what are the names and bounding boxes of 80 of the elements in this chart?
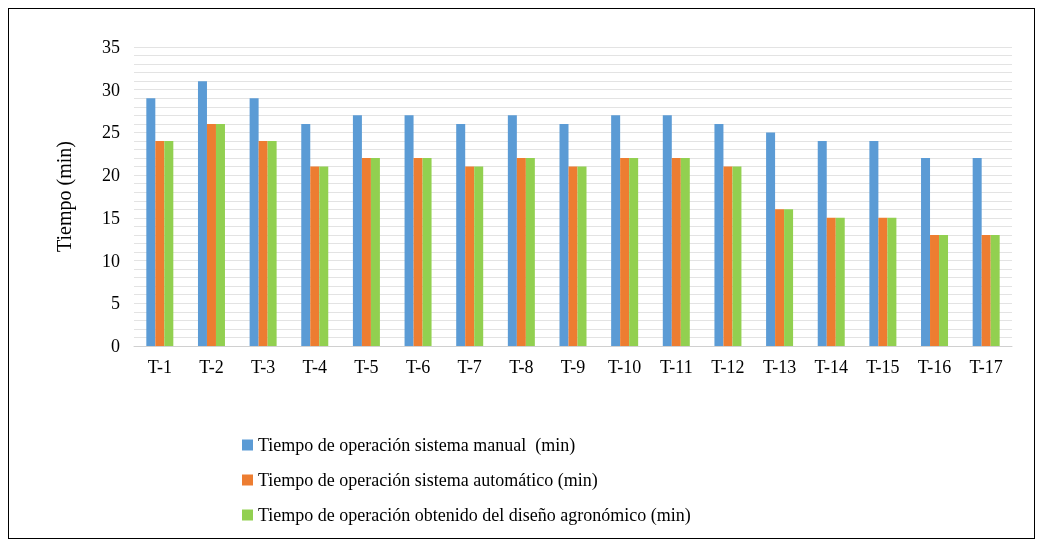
bar [301, 123, 311, 346]
bar [258, 140, 268, 346]
x-tick-label: T-15 [866, 357, 900, 377]
bar [516, 158, 526, 346]
bar [155, 140, 165, 346]
x-tick-label: T-17 [969, 357, 1003, 377]
bar [352, 115, 362, 346]
bar [878, 217, 888, 346]
legend-label: Tiempo de operación sistema automático (min) [258, 470, 598, 491]
bar [817, 140, 827, 346]
x-tick-label: T-14 [814, 357, 848, 377]
x-tick-label: T-1 [147, 357, 172, 377]
bar [525, 158, 535, 346]
bar [629, 158, 639, 346]
x-tick-label: T-9 [560, 357, 586, 377]
legend-label: Tiempo de operación sistema manual (min) [258, 435, 576, 456]
bar [404, 115, 414, 346]
x-tick-label: T-3 [250, 357, 276, 377]
bar [671, 158, 681, 346]
y-axis-title: Tiempo (min) [53, 141, 76, 252]
bar [164, 140, 174, 346]
bar [146, 98, 156, 346]
x-tick-label: T-7 [457, 357, 482, 377]
y-tick-label: 0 [111, 336, 120, 356]
bar [215, 123, 225, 346]
bar [680, 158, 690, 346]
y-tick-label: 15 [102, 207, 120, 228]
x-tick-label: T-8 [509, 357, 534, 377]
y-tick-label: 30 [102, 79, 120, 100]
bar [981, 234, 991, 346]
bar [456, 123, 466, 346]
bar [577, 166, 587, 346]
x-tick-label: T-13 [762, 357, 797, 377]
bar [723, 166, 733, 346]
bar [568, 166, 578, 346]
y-tick-label: 25 [102, 122, 120, 143]
bar [887, 217, 897, 346]
x-tick-label: T-6 [405, 357, 431, 377]
bar [206, 123, 216, 346]
bar [611, 115, 621, 346]
bar [732, 166, 742, 346]
bar [465, 166, 475, 346]
legend-label: Tiempo de operación obtenido del diseño agronómico (min) [258, 505, 691, 526]
y-tick-label: 5 [111, 293, 120, 314]
bar [826, 217, 836, 346]
y-tick-label: 20 [102, 165, 120, 186]
bar [370, 158, 380, 346]
bar [361, 158, 371, 346]
bar [413, 158, 423, 346]
bar [319, 166, 329, 346]
x-tick-label: T-12 [711, 357, 745, 377]
bar [422, 158, 432, 346]
bar [775, 209, 785, 346]
bar [310, 166, 320, 346]
x-tick-label: T-2 [199, 357, 224, 377]
bar [939, 234, 949, 346]
bar [662, 115, 672, 346]
x-tick-label: T-5 [354, 357, 379, 377]
x-tick-label: T-16 [917, 357, 952, 377]
bar [930, 234, 940, 346]
bar [990, 234, 1000, 346]
bar [197, 81, 207, 346]
bar [559, 123, 569, 346]
bar [766, 132, 776, 346]
bar [267, 140, 277, 346]
bar [835, 217, 845, 346]
y-tick-label: 10 [102, 250, 120, 271]
bar [921, 158, 931, 346]
bar [714, 123, 724, 346]
bar [249, 98, 259, 346]
x-tick-label: T-10 [607, 357, 642, 377]
bar [620, 158, 630, 346]
bar [507, 115, 517, 346]
x-tick-label: T-4 [302, 357, 327, 377]
bar [869, 140, 879, 346]
x-tick-label: T-11 [659, 357, 693, 377]
bar [784, 209, 794, 346]
y-tick-label: 35 [102, 37, 120, 57]
bar [474, 166, 484, 346]
bar [972, 158, 982, 346]
